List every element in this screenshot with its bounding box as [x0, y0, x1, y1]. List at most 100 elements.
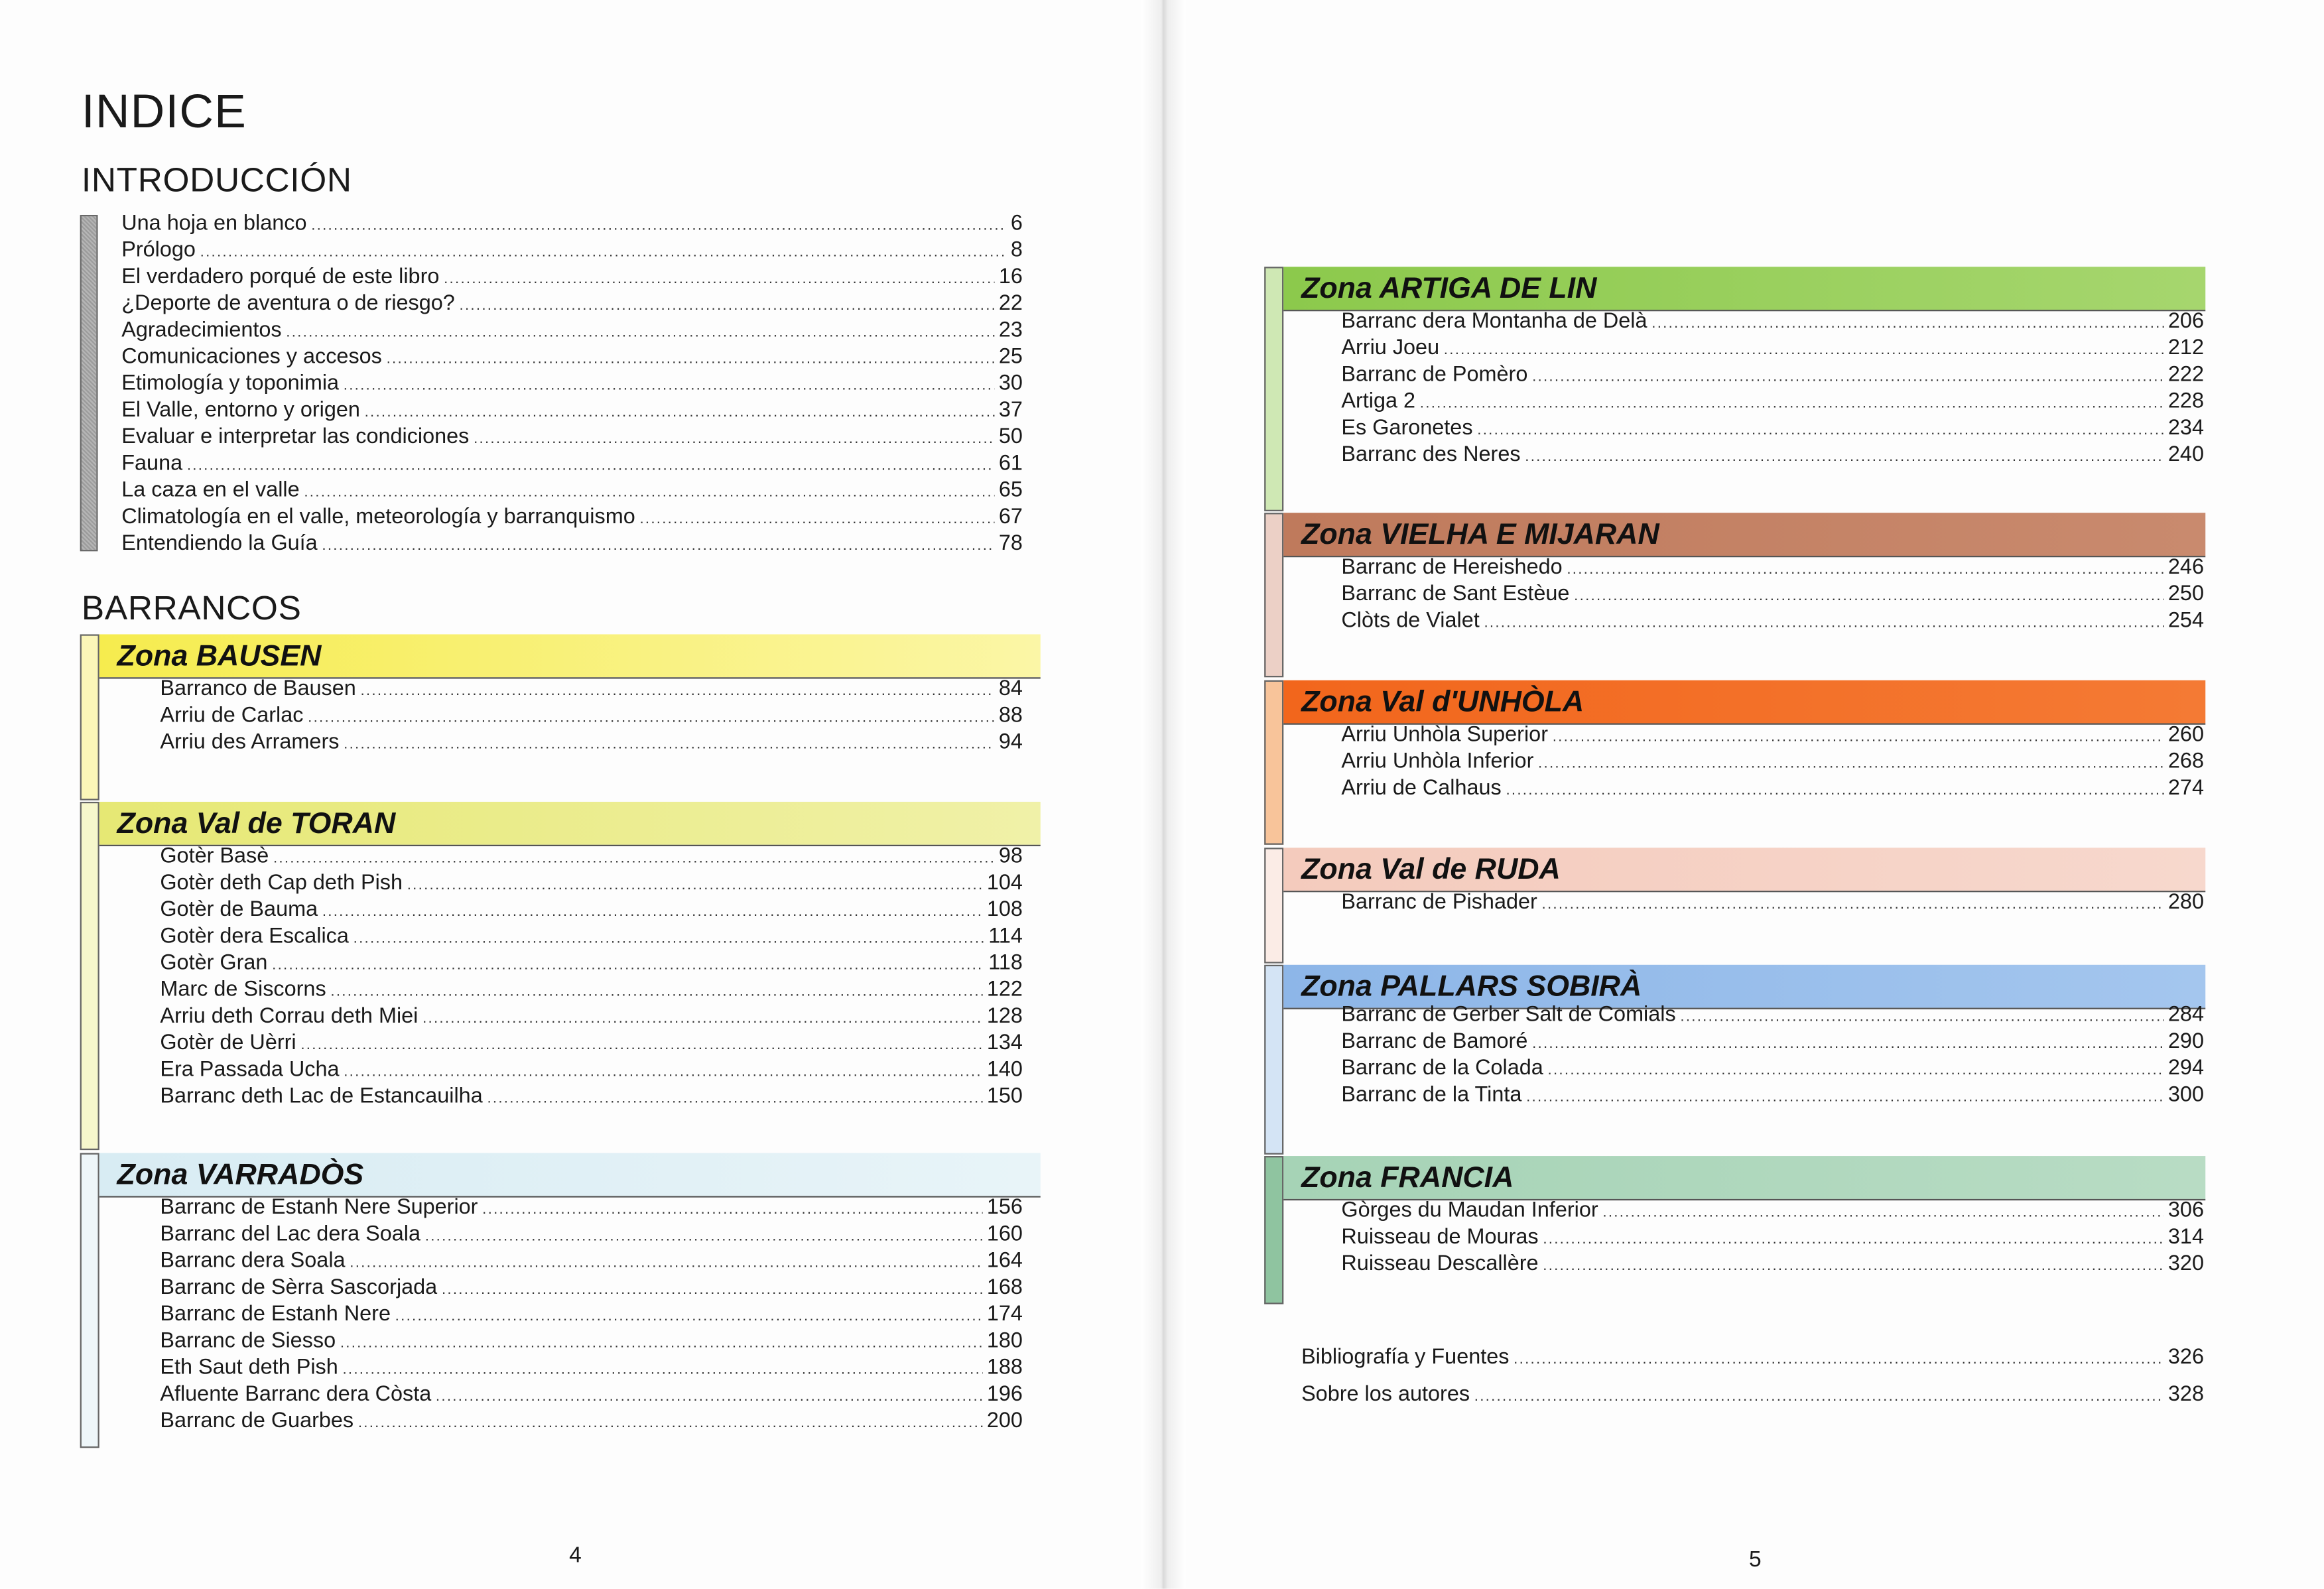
zone-header[interactable]: Zona VARRADÒS [99, 1153, 1041, 1198]
toc-entry[interactable]: Barranc dera Soala 164 [160, 1248, 1023, 1275]
dot-leader [1526, 1085, 2163, 1112]
toc-entry[interactable]: Barranc de Pomèro 222 [1341, 361, 2204, 388]
zone-color-bar [1264, 267, 1284, 511]
toc-entry[interactable]: Gòrges du Maudan Inferior 306 [1341, 1198, 2204, 1224]
toc-entry[interactable]: Artiga 2 228 [1341, 388, 2204, 414]
toc-entry[interactable]: Barranc deth Lac de Estancauilha 150 [160, 1084, 1023, 1110]
entry-page-number: 50 [998, 425, 1023, 450]
toc-entry[interactable]: Arriu Unhòla Superior 260 [1341, 722, 2204, 748]
zone-header[interactable]: Zona Val de TORAN [99, 801, 1041, 847]
toc-entry[interactable]: Barranc des Neres 240 [1341, 442, 2204, 468]
zone-color-bar [80, 1153, 99, 1448]
toc-entry[interactable]: Sobre los autores 328 [1301, 1377, 2204, 1414]
zone-zona-francia: Zona FRANCIA Gòrges du Maudan Inferior 306… [1264, 1156, 2206, 1304]
toc-entry[interactable]: La caza en el valle 65 [121, 477, 1023, 504]
toc-entry[interactable]: Climatología en el valle, meteorología y… [121, 504, 1023, 531]
entry-title: Es Garonetes [1341, 416, 1473, 440]
toc-entry[interactable]: Bibliografía y Fuentes 326 [1301, 1340, 2204, 1377]
entry-title: Prólogo [121, 238, 196, 263]
toc-entry[interactable]: Evaluar e interpretar las condiciones 50 [121, 424, 1023, 450]
toc-entry[interactable]: Gotèr deth Cap deth Pish 104 [160, 870, 1023, 897]
zone-header[interactable]: Zona ARTIGA DE LIN [1283, 267, 2206, 312]
toc-entry[interactable]: Gotèr Basè 98 [160, 844, 1023, 870]
zone-header[interactable]: Zona PALLARS SOBIRÀ [1283, 964, 2206, 1009]
toc-entry[interactable]: Fauna 61 [121, 450, 1023, 477]
dot-leader [1514, 1341, 2163, 1378]
toc-entry[interactable]: Clòts de Vialet 254 [1341, 607, 2204, 634]
toc-entry[interactable]: El Valle, entorno y origen 37 [121, 397, 1023, 424]
entry-title: Barranc de Siesso [160, 1329, 336, 1354]
toc-entry[interactable]: Barranc de Estanh Nere 174 [160, 1301, 1023, 1328]
toc-entry[interactable]: Barranc de Sèrra Sascorjada 168 [160, 1275, 1023, 1301]
entry-title: Barranc de Hereishedo [1341, 556, 1563, 580]
entry-page-number: 314 [2167, 1226, 2204, 1249]
zone-title: Zona PALLARS SOBIRÀ [1301, 970, 1642, 1003]
toc-entry[interactable]: Era Passada Ucha 140 [160, 1056, 1023, 1083]
toc-entry[interactable]: Arriu des Arramers 94 [160, 729, 1023, 755]
dot-leader [1602, 1200, 2163, 1227]
dot-leader [639, 507, 994, 533]
toc-entry[interactable]: Barranc del Lac dera Soala 160 [160, 1221, 1023, 1247]
zone-header[interactable]: Zona FRANCIA [1283, 1156, 2206, 1201]
toc-entry[interactable]: Barranc de Guarbes 200 [160, 1408, 1023, 1434]
entry-page-number: 268 [2167, 749, 2204, 774]
entry-page-number: 150 [986, 1084, 1023, 1109]
entry-title: Arriu de Calhaus [1341, 776, 1502, 800]
toc-entry[interactable]: Barranc de Bamoré 290 [1341, 1029, 2204, 1055]
entry-page-number: 22 [998, 292, 1023, 316]
toc-entry[interactable]: Barranc dera Montanha de Delà 206 [1341, 308, 2204, 335]
toc-entry[interactable]: Agradecimientos 23 [121, 317, 1023, 344]
toc-entry[interactable]: Barranc de Gerber Salt de Comials 284 [1341, 1002, 2204, 1029]
toc-entry[interactable]: Prólogo 8 [121, 237, 1023, 264]
toc-entry[interactable]: Barranc de Sant Estèue 250 [1341, 581, 2204, 607]
toc-entry[interactable]: Barranc de Pishader 280 [1341, 889, 2204, 916]
dot-leader [1444, 338, 2163, 365]
toc-entry[interactable]: Afluente Barranc dera Còsta 196 [160, 1381, 1023, 1408]
toc-entry[interactable]: Marc de Siscorns 122 [160, 977, 1023, 1003]
toc-entry[interactable]: Eth Saut deth Pish 188 [160, 1355, 1023, 1381]
entry-page-number: 174 [986, 1303, 1023, 1327]
toc-entry[interactable]: Arriu de Calhaus 274 [1341, 775, 2204, 802]
entry-page-number: 284 [2167, 1003, 2204, 1027]
toc-entry[interactable]: Gotèr de Uèrri 134 [160, 1030, 1023, 1056]
entry-page-number: 328 [2167, 1382, 2204, 1407]
toc-entry[interactable]: El verdadero porqué de este libro 16 [121, 264, 1023, 290]
toc-entry[interactable]: Comunicaciones y accesos 25 [121, 344, 1023, 370]
toc-entry[interactable]: Una hoja en blanco 6 [121, 210, 1023, 237]
zone-header[interactable]: Zona BAUSEN [99, 634, 1041, 679]
zone-header[interactable]: Zona Val de RUDA [1283, 848, 2206, 893]
toc-entry[interactable]: Barranc de la Tinta 300 [1341, 1082, 2204, 1108]
toc-entry[interactable]: Arriu de Carlac 88 [160, 702, 1023, 729]
toc-entry[interactable]: Entendiendo la Guía 78 [121, 531, 1023, 557]
dot-leader [308, 706, 994, 732]
entry-page-number: 212 [2167, 336, 2204, 361]
toc-entry[interactable]: Ruisseau Descallère 320 [1341, 1251, 2204, 1277]
toc-entry[interactable]: Es Garonetes 234 [1341, 415, 2204, 442]
dot-leader [322, 899, 982, 926]
toc-entry[interactable]: Barranc de la Colada 294 [1341, 1055, 2204, 1082]
zone-title: Zona VIELHA E MIJARAN [1301, 519, 1659, 552]
toc-entry[interactable]: Gotèr de Bauma 108 [160, 897, 1023, 923]
toc-entry[interactable]: Barranc de Estanh Nere Superior 156 [160, 1194, 1023, 1221]
toc-entry[interactable]: Gotèr dera Escalica 114 [160, 923, 1023, 950]
dot-leader [1420, 391, 2163, 418]
zone-header[interactable]: Zona VIELHA E MIJARAN [1283, 513, 2206, 558]
toc-entry[interactable]: Barranco de Bausen 84 [160, 676, 1023, 702]
toc-entry[interactable]: Arriu deth Corrau deth Miei 128 [160, 1003, 1023, 1030]
toc-entry[interactable]: Arriu Joeu 212 [1341, 335, 2204, 361]
toc-entry[interactable]: Ruisseau de Mouras 314 [1341, 1224, 2204, 1251]
entry-title: Barranc de Bamoré [1341, 1030, 1528, 1054]
toc-entry[interactable]: Barranc de Hereishedo 246 [1341, 554, 2204, 581]
zone-header[interactable]: Zona Val d'UNHÒLA [1283, 680, 2206, 725]
toc-entry[interactable]: Barranc de Siesso 180 [160, 1328, 1023, 1354]
toc-entry[interactable]: Gotèr Gran 118 [160, 950, 1023, 976]
entry-page-number: 30 [998, 371, 1023, 396]
dot-leader [272, 953, 984, 980]
toc-entry[interactable]: ¿Deporte de aventura o de riesgo? 22 [121, 290, 1023, 317]
dot-leader [365, 400, 995, 426]
toc-entry[interactable]: Arriu Unhòla Inferior 268 [1341, 749, 2204, 775]
toc-entry[interactable]: Etimología y toponimia 30 [121, 371, 1023, 397]
zone-entries: Arriu Unhòla Superior260Arriu Unhòla Inf… [1341, 722, 2204, 802]
dot-leader [1542, 892, 2164, 919]
